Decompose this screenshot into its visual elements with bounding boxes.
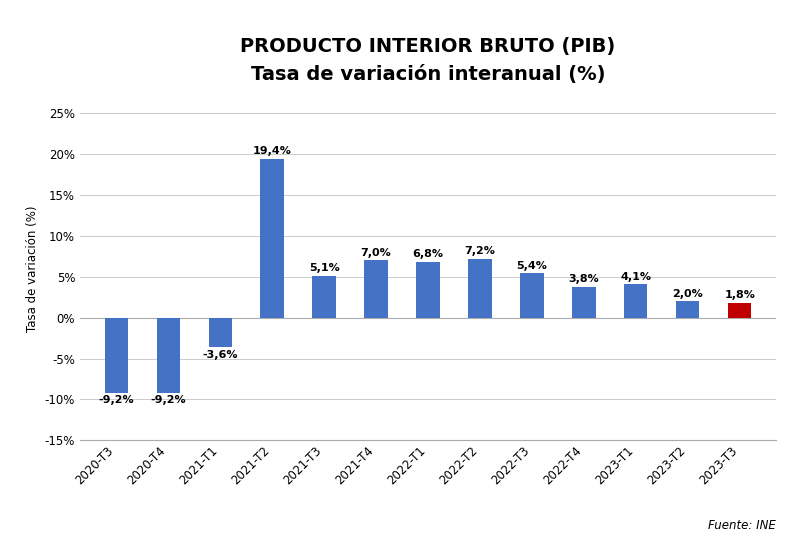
Bar	[416, 262, 440, 317]
Bar	[624, 284, 647, 317]
Text: 1,8%: 1,8%	[724, 291, 755, 300]
Bar	[105, 317, 128, 393]
Bar	[572, 287, 595, 317]
Bar	[468, 259, 492, 317]
Text: 5,4%: 5,4%	[517, 261, 547, 271]
Bar	[209, 317, 232, 347]
Bar	[520, 273, 543, 317]
Text: 5,1%: 5,1%	[309, 264, 339, 273]
Text: 6,8%: 6,8%	[413, 250, 443, 259]
Text: 7,2%: 7,2%	[465, 246, 495, 256]
Bar	[157, 317, 180, 393]
Text: -9,2%: -9,2%	[98, 395, 134, 405]
Text: Fuente: INE: Fuente: INE	[708, 519, 776, 532]
Bar	[728, 303, 751, 317]
Bar	[313, 276, 336, 317]
Text: -9,2%: -9,2%	[150, 395, 186, 405]
Bar	[364, 260, 388, 317]
Text: 3,8%: 3,8%	[569, 274, 599, 284]
Text: 2,0%: 2,0%	[672, 289, 703, 299]
Text: 19,4%: 19,4%	[253, 147, 292, 156]
Y-axis label: Tasa de variación (%): Tasa de variación (%)	[26, 205, 39, 332]
Bar	[261, 159, 284, 317]
Text: -3,6%: -3,6%	[202, 350, 238, 359]
Bar	[676, 301, 699, 317]
Text: 7,0%: 7,0%	[361, 248, 391, 258]
Text: 4,1%: 4,1%	[620, 272, 651, 281]
Title: PRODUCTO INTERIOR BRUTO (PIB)
Tasa de variación interanual (%): PRODUCTO INTERIOR BRUTO (PIB) Tasa de va…	[240, 37, 616, 84]
